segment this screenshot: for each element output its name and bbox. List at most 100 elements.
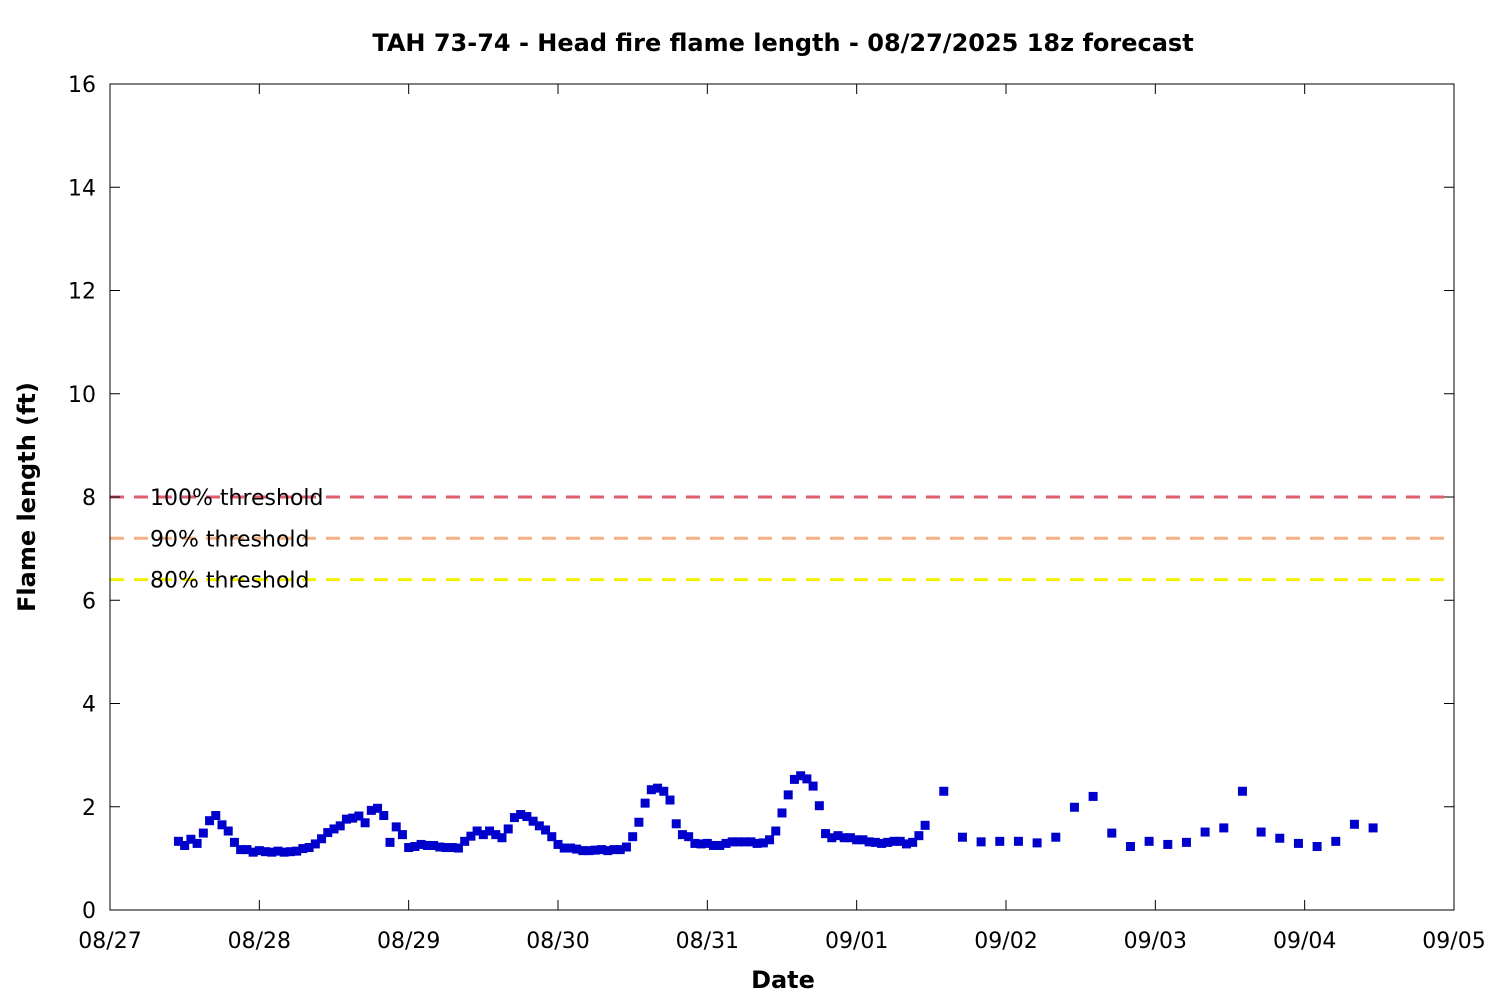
- data-point: [845, 833, 855, 843]
- y-tick-label: 6: [82, 589, 96, 614]
- data-point: [223, 826, 233, 836]
- data-point: [553, 839, 563, 849]
- data-point: [1275, 833, 1285, 843]
- data-point: [1349, 819, 1359, 829]
- data-point: [727, 837, 737, 847]
- x-axis: 08/27 08/28 08/29 08/30 08/31 09/01 09/02 09/03…: [78, 84, 1486, 954]
- data-point: [677, 830, 687, 840]
- data-point: [653, 783, 663, 793]
- data-point: [690, 838, 700, 848]
- data-point: [211, 811, 221, 821]
- x-tick-label: 08/30: [526, 929, 589, 954]
- data-point: [578, 846, 588, 856]
- data-point: [547, 832, 557, 842]
- x-tick-label: 09/04: [1273, 929, 1336, 954]
- data-point: [646, 785, 656, 795]
- data-point: [715, 840, 725, 850]
- data-point: [354, 811, 364, 821]
- data-point: [920, 820, 930, 830]
- y-tick-label: 14: [68, 176, 96, 201]
- y-tick-label: 4: [82, 693, 96, 718]
- x-tick-label: 09/02: [974, 929, 1037, 954]
- data-point: [329, 824, 339, 834]
- data-point: [1312, 842, 1322, 852]
- data-point: [460, 836, 470, 846]
- y-tick-label: 16: [68, 73, 96, 98]
- data-point: [1051, 832, 1061, 842]
- data-point: [497, 833, 507, 843]
- data-point: [597, 845, 607, 855]
- data-point: [410, 842, 420, 852]
- data-point: [180, 840, 190, 850]
- data-point: [485, 826, 495, 836]
- x-tick-label: 08/29: [377, 929, 440, 954]
- data-point: [205, 816, 215, 826]
- y-axis-label: Flame length (ft): [13, 382, 41, 612]
- data-point: [1069, 802, 1079, 812]
- data-point: [391, 822, 401, 832]
- data-point: [447, 843, 457, 853]
- data-point: [385, 837, 395, 847]
- data-point: [789, 774, 799, 784]
- data-point: [516, 809, 526, 819]
- data-point: [273, 846, 283, 856]
- data-point: [721, 838, 731, 848]
- data-point: [422, 840, 432, 850]
- data-point: [198, 828, 208, 838]
- data-point: [509, 813, 519, 823]
- data-point: [522, 812, 532, 822]
- x-tick-label: 09/03: [1124, 929, 1187, 954]
- data-point: [472, 826, 482, 836]
- data-point: [1256, 827, 1266, 837]
- data-point: [466, 831, 476, 841]
- data-point: [186, 834, 196, 844]
- data-point: [379, 811, 389, 821]
- data-point: [827, 833, 837, 843]
- data-point: [671, 819, 681, 829]
- y-tick-label: 2: [82, 796, 96, 821]
- data-point: [1368, 823, 1378, 833]
- data-point: [323, 828, 333, 838]
- data-point: [435, 842, 445, 852]
- y-tick-label: 8: [82, 486, 96, 511]
- data-point: [503, 824, 513, 834]
- data-point: [839, 833, 849, 843]
- data-point: [752, 838, 762, 848]
- x-tick-label: 08/28: [228, 929, 291, 954]
- data-point: [317, 834, 327, 844]
- data-point: [1331, 836, 1341, 846]
- data-point: [1200, 827, 1210, 837]
- y-tick-label: 0: [82, 899, 96, 924]
- data-point: [1125, 842, 1135, 852]
- data-point: [1032, 838, 1042, 848]
- data-point: [864, 837, 874, 847]
- data-point: [883, 837, 893, 847]
- data-point: [1237, 786, 1247, 796]
- data-point: [1163, 839, 1173, 849]
- data-point: [397, 830, 407, 840]
- data-point: [895, 836, 905, 846]
- data-point: [733, 837, 743, 847]
- y-tick-label: 10: [68, 383, 96, 408]
- data-point: [696, 839, 706, 849]
- data-point: [341, 814, 351, 824]
- data-point: [366, 805, 376, 815]
- data-point: [292, 846, 302, 856]
- data-point: [491, 830, 501, 840]
- data-point: [590, 845, 600, 855]
- data-point: [640, 798, 650, 808]
- data-point: [939, 786, 949, 796]
- data-point: [254, 846, 264, 856]
- x-tick-label: 09/05: [1422, 929, 1485, 954]
- data-point: [360, 818, 370, 828]
- data-point: [192, 838, 202, 848]
- data-point: [889, 836, 899, 846]
- data-point: [858, 835, 868, 845]
- data-point: [852, 835, 862, 845]
- data-point: [298, 844, 308, 854]
- data-point: [814, 801, 824, 811]
- data-point: [821, 829, 831, 839]
- data-point: [1107, 828, 1117, 838]
- data-point: [796, 771, 806, 781]
